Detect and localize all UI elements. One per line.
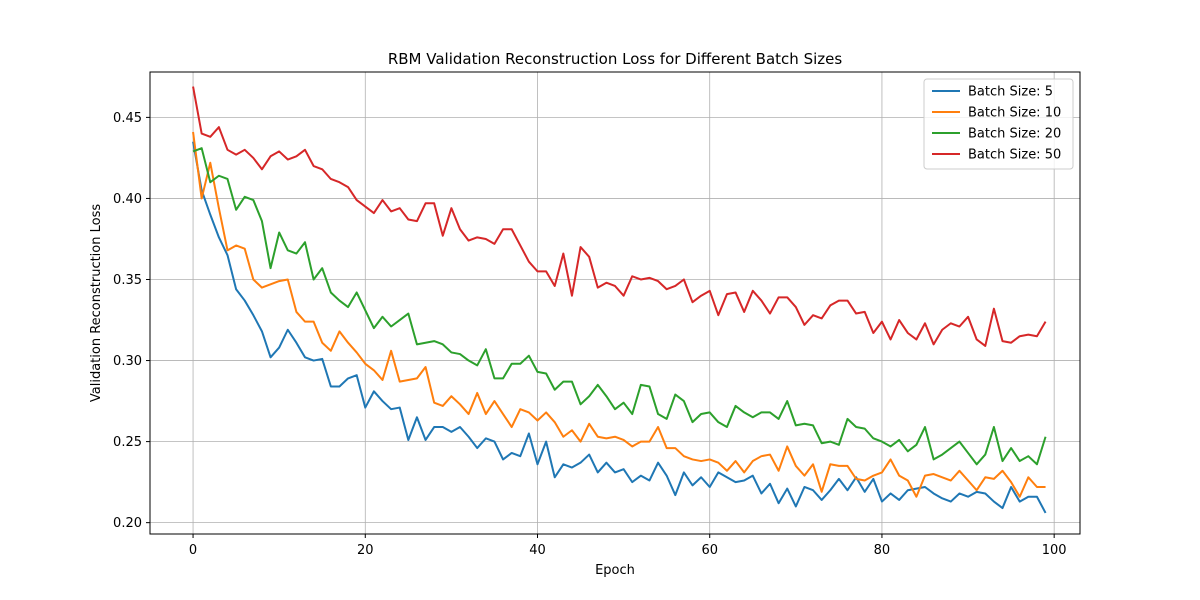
x-tick-label: 40 [529,543,546,558]
series-line-batch-3 [192,147,1047,466]
x-tick-label: 80 [874,543,891,558]
y-tick-label: 0.35 [113,273,142,288]
y-tick-label: 0.25 [113,435,142,450]
series-line-batch-4 [192,86,1047,347]
x-axis-label: Epoch [595,563,635,578]
chart-title: RBM Validation Reconstruction Loss for D… [388,50,843,68]
y-axis-label: Validation Reconstruction Loss [89,204,104,402]
x-axis: 0 20 40 60 80 100 [189,534,1067,558]
legend-entry-label: Batch Size: 5 [968,85,1053,100]
series-line-batch-1 [192,141,1047,514]
legend: Batch Size: 5 Batch Size: 10 Batch Size: 2… [923,78,1074,170]
plot-frame [149,71,1081,535]
y-tick-label: 0.30 [113,354,142,369]
plot-area [192,86,1047,514]
x-tick-label: 100 [1042,543,1067,558]
x-tick-label: 20 [357,543,374,558]
legend-entry-label: Batch Size: 50 [968,148,1061,163]
x-tick-label: 0 [189,543,197,558]
legend-entry-label: Batch Size: 10 [968,106,1061,121]
legend-entry-label: Batch Size: 20 [968,127,1061,142]
grid-lines [150,72,1080,534]
y-axis: 0.20 0.25 0.30 0.35 0.40 0.45 [113,111,150,531]
y-tick-label: 0.20 [113,516,142,531]
legend-box [923,78,1074,170]
x-tick-label: 60 [701,543,718,558]
y-tick-label: 0.40 [113,192,142,207]
series-line-batch-2 [192,131,1046,498]
y-tick-label: 0.45 [113,111,142,126]
